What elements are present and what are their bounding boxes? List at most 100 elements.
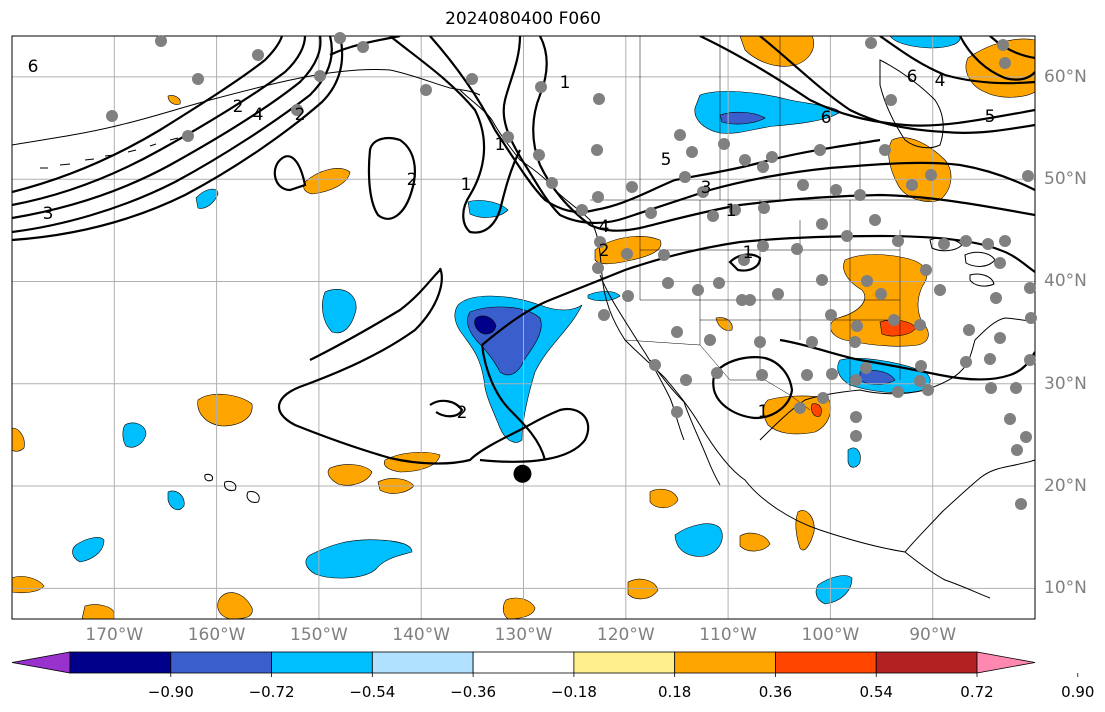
longitude-tick-label: 150°W [290,625,348,645]
contour-line [12,36,322,220]
colorbar-tick-label: −0.90 [147,683,194,701]
contour-line [429,36,881,214]
station-dot [772,288,784,300]
colorbar-segment [775,651,877,674]
station-dot [758,202,770,214]
station-dot [626,181,638,193]
latitude-tick-label: 30°N [1044,373,1087,394]
colorbar-extend-low [11,651,71,674]
station-dot [816,218,828,230]
positive-anomaly-region [649,488,679,509]
station-dot [252,49,264,61]
contour-line [277,267,590,465]
station-dot [794,402,806,414]
contour-label: 2 [407,170,418,190]
station-dot [662,277,674,289]
station-dot [850,430,862,442]
station-dot [729,204,741,216]
station-dot [854,189,866,201]
contour-line [879,36,1035,85]
positive-anomaly-region [303,168,351,195]
colorbar-tick-label: 0.72 [960,683,994,701]
station-dot [797,179,809,191]
latitude-tick-label: 20°N [1044,476,1087,497]
positive-anomaly-region [739,532,771,552]
positive-anomaly-region [715,317,733,331]
contour-line [989,36,1035,60]
gulf-of-california [649,359,721,486]
contour-label: 5 [985,107,996,127]
colorbar-tick-label: −0.54 [349,683,396,701]
latitude-tick-label: 40°N [1044,271,1087,292]
station-dot [849,336,861,348]
station-dot [598,309,610,321]
contour-line [429,399,464,418]
station-dot [1020,431,1032,443]
station-dot [1022,170,1034,182]
colorbar-segment [573,651,676,674]
latitude-tick-label: 60°N [1044,66,1087,87]
station-dot [1015,498,1027,510]
station-dot [357,41,369,53]
station-dot [915,360,927,372]
contour-line [367,136,416,220]
station-dot [106,110,118,122]
station-dot [718,138,730,150]
station-dot [671,326,683,338]
positive-anomaly-region [217,592,253,619]
contour-label: 2 [457,403,468,423]
station-dot [591,144,603,156]
latitude-tick-label: 50°N [1044,169,1087,190]
colorbar-segment [674,651,776,674]
colorbar-tick-label: −0.18 [550,683,597,701]
station-dot [938,238,950,250]
colorbar-tick-label: −0.36 [450,683,497,701]
station-dot [830,184,842,196]
negative-anomaly-region [305,539,413,579]
positive-anomaly-region [12,576,45,594]
latitude-tick-label: 10°N [1044,578,1087,599]
contour-line [712,356,794,420]
longitude-tick-label: 160°W [187,625,246,645]
contour-line [779,338,1035,381]
station-dot [420,84,432,96]
alaska-coast [12,68,481,146]
negative-anomaly-region [122,422,147,448]
gulf-of-mexico-coast [759,317,1035,441]
station-dot [906,179,918,191]
aleutian-islands [40,137,179,169]
station-dot [875,288,887,300]
station-dot [711,367,723,379]
negative-anomaly-peak [474,315,497,335]
colorbar-segment [472,651,575,674]
station-dot [934,284,946,296]
state-borders [639,200,901,390]
station-dot [674,129,686,141]
station-dot [621,248,633,260]
station-dot [960,235,972,247]
contour-label: 2 [233,97,244,117]
station-dot [594,236,606,248]
colorbar-segment [371,651,474,674]
contour-line [309,269,441,361]
negative-anomaly-region [847,447,861,468]
station-dot [892,235,904,247]
position-marker [513,464,532,483]
colorbar-tick-label: −0.72 [248,683,295,701]
station-dot [1024,354,1036,366]
positive-anomaly-region [81,604,115,619]
positive-anomaly-region [795,510,815,551]
station-dot [671,406,683,418]
station-dot [535,81,547,93]
contour-line [12,36,284,194]
hawaii [204,473,260,503]
contour-label: 1 [726,201,737,221]
station-dot [816,274,828,286]
contour-label: 1 [495,135,506,155]
longitude-tick-label: 130°W [494,625,553,645]
colorbar-tick-label: 0.18 [657,683,692,701]
contour-label: 6 [907,67,918,87]
station-dot [502,131,514,143]
